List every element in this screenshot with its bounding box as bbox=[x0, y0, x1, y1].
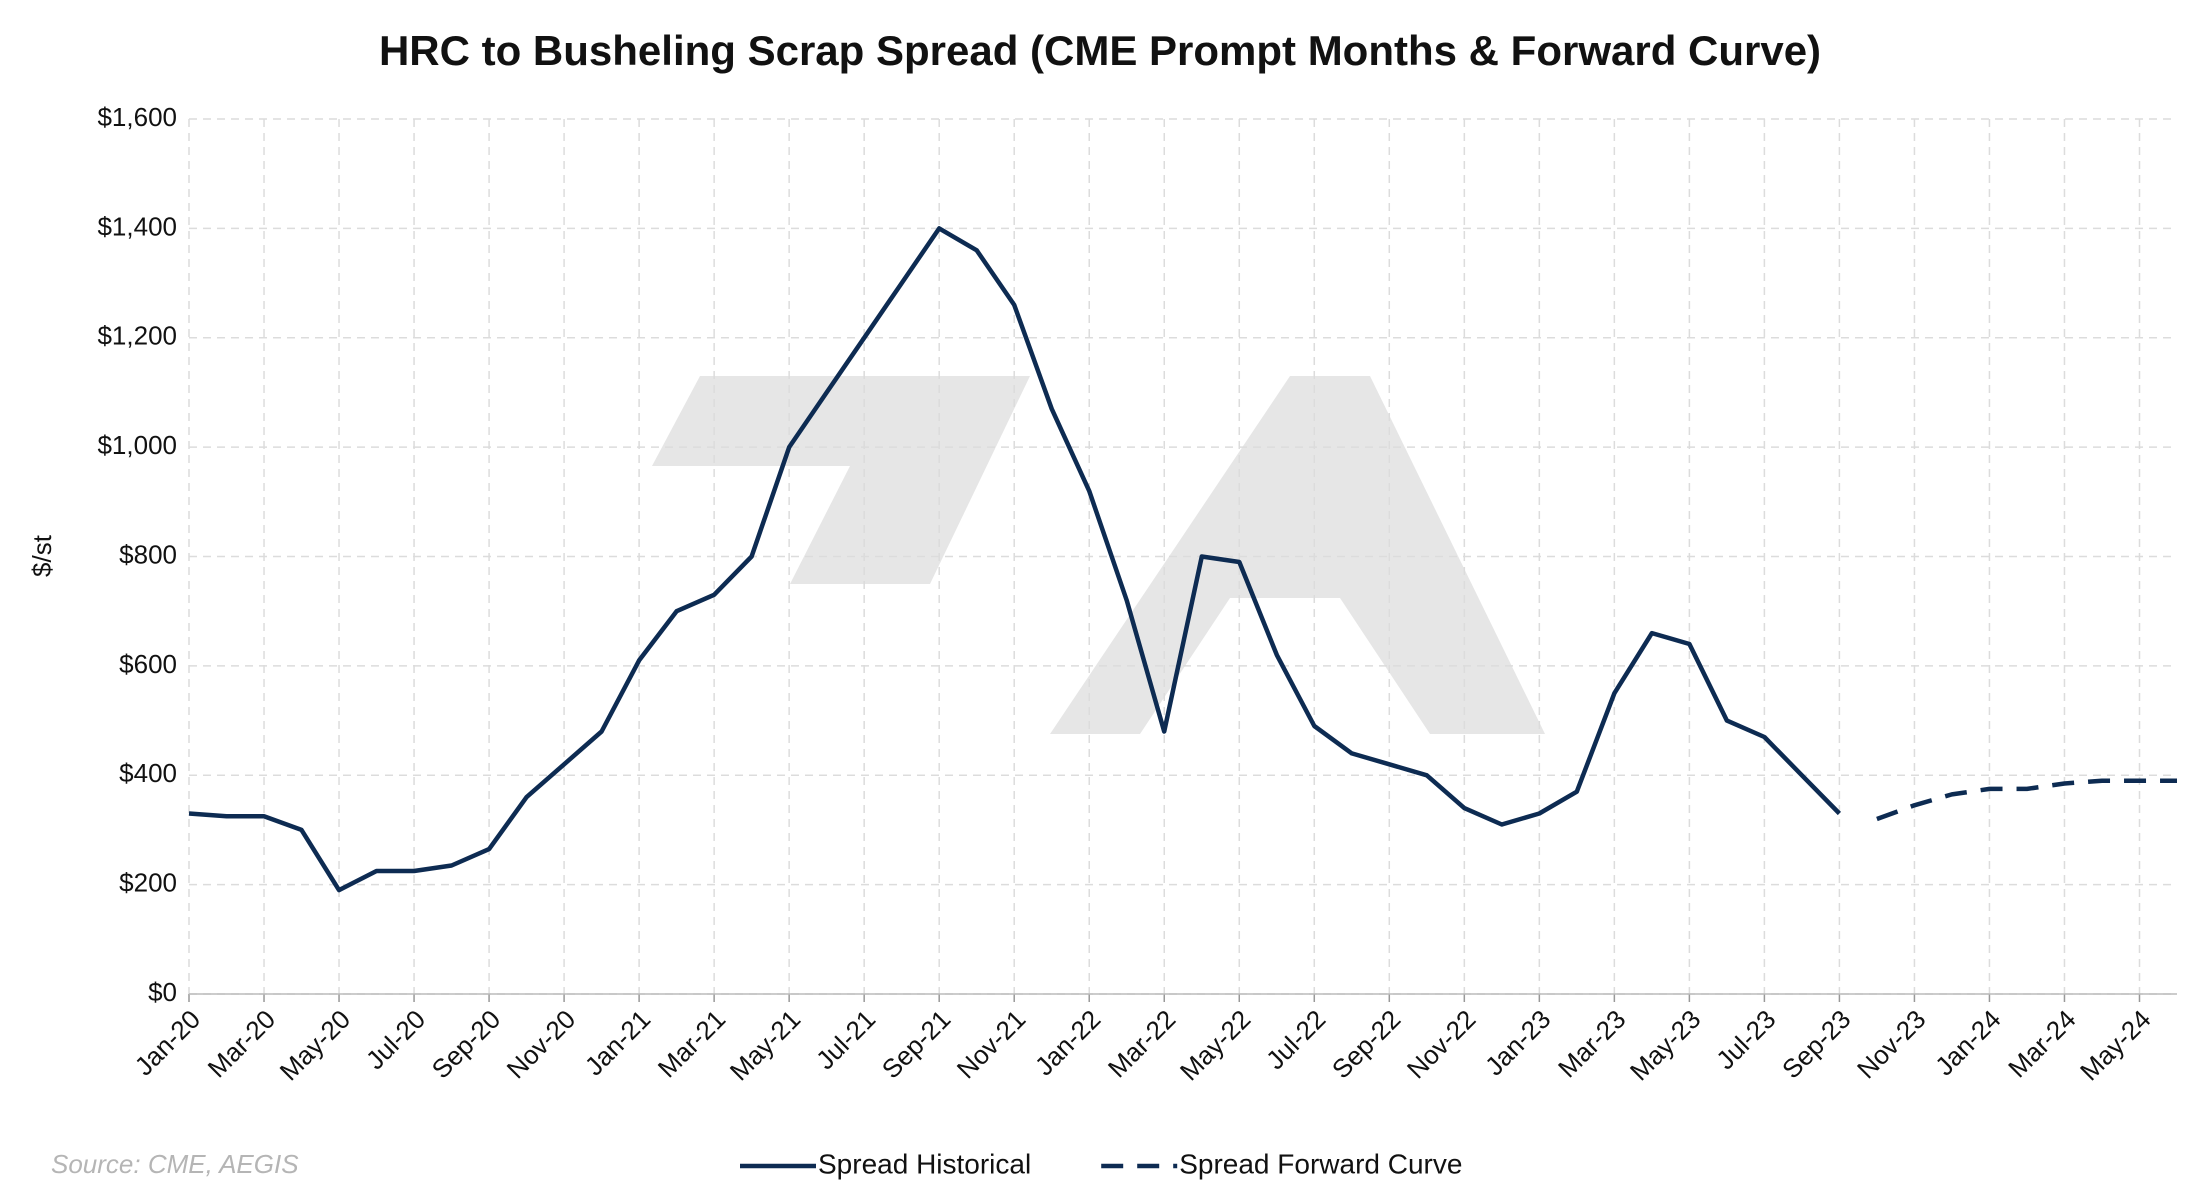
x-tick-label: Jan-23 bbox=[1479, 1004, 1556, 1081]
x-tick-label: Jan-20 bbox=[129, 1004, 206, 1081]
x-tick-label: Mar-24 bbox=[2002, 1004, 2081, 1083]
watermark bbox=[652, 376, 1545, 734]
x-tick-label: Mar-23 bbox=[1552, 1004, 1631, 1083]
x-tick-label: May-23 bbox=[1624, 1004, 1707, 1087]
series-line bbox=[188, 226, 1842, 893]
x-tick-label: Nov-21 bbox=[951, 1004, 1031, 1084]
x-tick-label: Mar-22 bbox=[1102, 1004, 1181, 1083]
x-tick-label: May-22 bbox=[1174, 1004, 1257, 1087]
x-tick-label: Jul-23 bbox=[1710, 1004, 1781, 1075]
y-tick-label: $200 bbox=[119, 868, 177, 898]
x-tick-label: Sep-22 bbox=[1326, 1004, 1406, 1084]
legend-label: Spread Historical bbox=[818, 1148, 1031, 1179]
x-tick-label: Nov-23 bbox=[1851, 1004, 1931, 1084]
y-tick-label: $1,000 bbox=[97, 430, 177, 460]
y-tick-label: $1,200 bbox=[97, 321, 177, 351]
y-tick-label: $400 bbox=[119, 758, 177, 788]
x-tick-label: Mar-20 bbox=[202, 1004, 281, 1083]
x-tick-label: Jan-21 bbox=[579, 1004, 656, 1081]
legend-label: Spread Forward Curve bbox=[1179, 1148, 1462, 1179]
series-line bbox=[1876, 778, 2177, 822]
y-tick-label: $1,400 bbox=[97, 211, 177, 241]
x-tick-label: Sep-20 bbox=[426, 1004, 506, 1084]
x-tick-label: Jul-21 bbox=[810, 1004, 881, 1075]
x-tick-label: Sep-23 bbox=[1776, 1004, 1856, 1084]
x-tick-label: Mar-21 bbox=[652, 1004, 731, 1083]
y-tick-label: $600 bbox=[119, 649, 177, 679]
y-tick-label: $800 bbox=[119, 539, 177, 569]
x-tick-label: May-20 bbox=[274, 1004, 357, 1087]
x-tick-label: Jan-24 bbox=[1929, 1004, 2006, 1081]
x-tick-label: Jul-22 bbox=[1260, 1004, 1331, 1075]
y-axis-label: $/st bbox=[27, 534, 57, 577]
x-tick-label: May-24 bbox=[2074, 1004, 2157, 1087]
x-tick-label: Sep-21 bbox=[876, 1004, 956, 1084]
x-tick-label: Nov-20 bbox=[501, 1004, 581, 1084]
x-tick-label: Jan-22 bbox=[1029, 1004, 1106, 1081]
x-tick-label: Jul-20 bbox=[360, 1004, 431, 1075]
y-tick-label: $0 bbox=[148, 977, 177, 1007]
x-tick-label: Nov-22 bbox=[1401, 1004, 1481, 1084]
chart-title: HRC to Busheling Scrap Spread (CME Promp… bbox=[379, 27, 1821, 74]
source-note: Source: CME, AEGIS bbox=[51, 1149, 299, 1179]
x-tick-label: May-21 bbox=[724, 1004, 807, 1087]
y-tick-label: $1,600 bbox=[97, 102, 177, 132]
